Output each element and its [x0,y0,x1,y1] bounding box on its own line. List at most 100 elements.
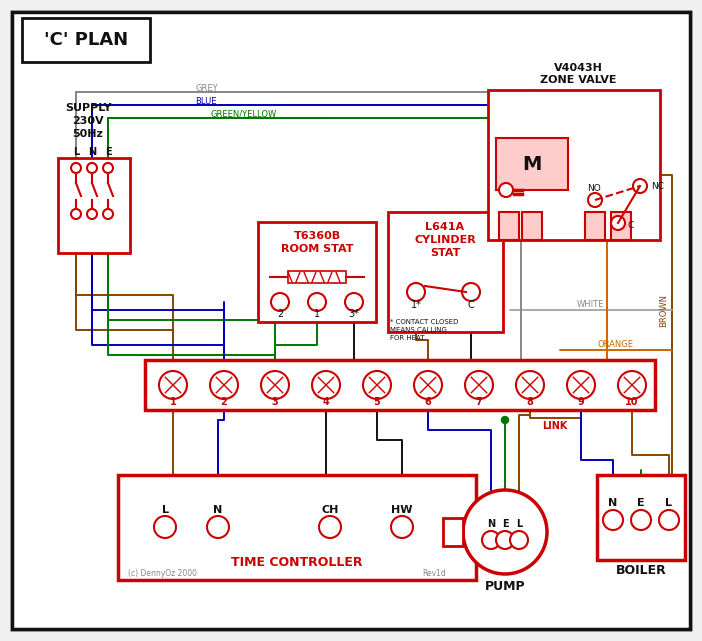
Circle shape [463,490,547,574]
Circle shape [271,293,289,311]
Bar [585,212,605,240]
Bar [496,138,568,190]
Text: BROWN: BROWN [659,294,668,326]
Text: 1: 1 [314,309,320,319]
Circle shape [345,293,363,311]
Circle shape [588,193,602,207]
Bar [488,90,660,240]
Text: 1*: 1* [411,300,421,310]
Circle shape [103,209,113,219]
Circle shape [496,531,514,549]
Bar [118,475,476,580]
Text: FOR HEAT: FOR HEAT [390,335,425,341]
Text: E: E [637,498,645,508]
Bar [597,475,685,560]
Text: C: C [468,300,475,310]
Bar [388,212,503,332]
Bar [522,212,542,240]
Text: 'C' PLAN: 'C' PLAN [44,31,128,49]
Text: Rev1d: Rev1d [422,569,446,578]
Circle shape [319,516,341,538]
Circle shape [207,516,229,538]
Circle shape [633,179,647,193]
Text: BLUE: BLUE [195,97,216,106]
Bar [611,212,631,240]
Text: LINK: LINK [543,421,568,431]
Text: ZONE VALVE: ZONE VALVE [540,75,616,85]
Circle shape [499,183,513,197]
Text: N: N [609,498,618,508]
Circle shape [87,209,97,219]
Circle shape [414,371,442,399]
Circle shape [308,293,326,311]
Circle shape [510,531,528,549]
Text: V4043H: V4043H [554,63,602,73]
Bar [443,518,463,546]
Text: PUMP: PUMP [484,581,525,594]
Circle shape [465,371,493,399]
Circle shape [261,371,289,399]
Text: 3*: 3* [349,309,359,319]
Circle shape [312,371,340,399]
Bar [22,18,150,62]
Circle shape [611,216,625,230]
Circle shape [516,371,544,399]
Text: C: C [628,221,634,229]
Bar [288,271,346,283]
Circle shape [501,417,508,424]
Text: 230V: 230V [72,116,104,126]
Text: NO: NO [587,183,601,192]
Text: 8: 8 [526,397,534,407]
Circle shape [363,371,391,399]
Text: GREY: GREY [195,83,218,92]
Text: MEANS CALLING: MEANS CALLING [390,327,447,333]
Text: 9: 9 [578,397,584,407]
Text: 4: 4 [323,397,329,407]
Circle shape [482,531,500,549]
Text: CH: CH [322,505,338,515]
Circle shape [462,283,480,301]
Circle shape [603,510,623,530]
Text: L: L [161,505,168,515]
Text: E: E [105,147,112,157]
Bar [499,212,519,240]
Text: (c) DennyOz 2000: (c) DennyOz 2000 [128,569,197,578]
Text: 7: 7 [476,397,482,407]
Text: SUPPLY: SUPPLY [65,103,111,113]
Text: E: E [502,519,508,529]
Circle shape [618,371,646,399]
Circle shape [71,209,81,219]
Bar [145,360,655,410]
Circle shape [210,371,238,399]
Text: N: N [487,519,495,529]
Text: M: M [522,154,542,174]
Circle shape [159,371,187,399]
Bar [58,158,130,253]
Text: NC: NC [651,181,664,190]
Text: 50Hz: 50Hz [72,129,103,139]
Text: WHITE: WHITE [576,299,604,308]
Text: TIME CONTROLLER: TIME CONTROLLER [231,556,363,569]
Text: L: L [516,519,522,529]
Text: 1: 1 [170,397,176,407]
Circle shape [391,516,413,538]
Circle shape [407,283,425,301]
Text: GREEN/YELLOW: GREEN/YELLOW [210,110,277,119]
Text: HW: HW [391,505,413,515]
Text: 5: 5 [373,397,380,407]
Text: 10: 10 [625,397,639,407]
Text: ORANGE: ORANGE [597,340,633,349]
Text: BOILER: BOILER [616,563,666,576]
Circle shape [154,516,176,538]
Text: 2: 2 [277,309,283,319]
Circle shape [659,510,679,530]
Text: STAT: STAT [430,248,461,258]
Text: ROOM STAT: ROOM STAT [281,244,353,254]
Circle shape [567,371,595,399]
Text: 2: 2 [220,397,227,407]
Text: * CONTACT CLOSED: * CONTACT CLOSED [390,319,458,325]
Text: T6360B: T6360B [293,231,340,241]
Circle shape [103,163,113,173]
Text: L: L [73,147,79,157]
Bar [258,222,376,322]
